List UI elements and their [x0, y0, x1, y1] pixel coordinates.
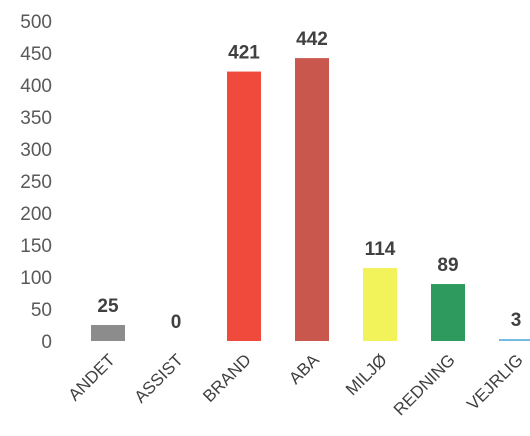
- bar-redning: [431, 284, 465, 341]
- y-tick-label: 150: [20, 236, 52, 257]
- x-tick-label: MILJØ: [342, 350, 391, 399]
- y-tick-label: 50: [31, 300, 52, 321]
- data-label-miljø: 114: [365, 239, 396, 260]
- y-tick-label: 200: [20, 204, 52, 225]
- x-tick-label: ANDET: [65, 350, 119, 404]
- data-label-aba: 442: [296, 29, 328, 50]
- y-tick-label: 0: [41, 332, 52, 353]
- y-tick-label: 400: [20, 76, 52, 97]
- y-tick-label: 250: [20, 172, 52, 193]
- x-tick-label: ASSIST: [131, 350, 187, 406]
- y-axis: 0 50 100 150 200 250 300 350 400 450 500: [20, 12, 52, 353]
- x-tick-label: REDNING: [390, 350, 459, 419]
- bar-andet: [91, 325, 125, 341]
- x-tick-label: ABA: [285, 350, 323, 388]
- data-labels: 25 0 421 442 114 89 3: [97, 29, 521, 333]
- bar-brand: [227, 71, 261, 341]
- x-tick-label: BRAND: [199, 350, 255, 406]
- y-tick-label: 500: [20, 12, 52, 33]
- y-tick-label: 450: [20, 44, 52, 65]
- data-label-brand: 421: [228, 43, 260, 64]
- bar-vejrlig: [499, 339, 530, 341]
- data-label-redning: 89: [437, 255, 458, 276]
- x-axis: ANDET ASSIST BRAND ABA MILJØ REDNING VEJRLIG: [65, 350, 527, 419]
- bar-aba: [295, 58, 329, 342]
- x-tick-label: VEJRLIG: [463, 350, 527, 414]
- y-tick-label: 350: [20, 108, 52, 129]
- data-label-andet: 25: [97, 296, 119, 317]
- data-label-assist: 0: [171, 312, 182, 333]
- data-label-vejrlig: 3: [511, 310, 522, 331]
- bars: [91, 58, 530, 342]
- y-tick-label: 300: [20, 140, 52, 161]
- y-tick-label: 100: [20, 268, 52, 289]
- bar-miljø: [363, 268, 397, 341]
